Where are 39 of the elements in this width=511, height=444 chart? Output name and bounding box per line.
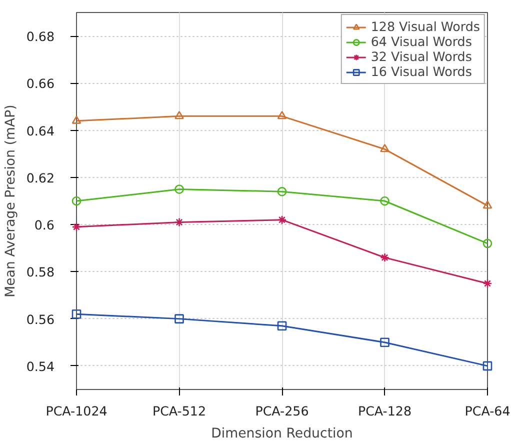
point (174, 218, 184, 227)
y-tick-label: 0.56 (26, 312, 55, 327)
x-tick-label: PCA-1024 (46, 404, 108, 418)
y-tick-label: 0.64 (26, 123, 55, 138)
y-tick-label: 0.66 (26, 76, 55, 92)
point (380, 196, 390, 206)
x-tick-label: PCA-512 (152, 404, 206, 418)
y-axis-title: Mean Average Presion (mAP) (3, 104, 18, 298)
point (72, 222, 82, 232)
x-tick-label: PCA-64 (464, 404, 510, 418)
point (380, 144, 390, 152)
y-tick-label: 0.6 (34, 218, 55, 233)
x-axis-title: Dimension Reduction (211, 426, 353, 442)
legend-label: 128 Visual Words (370, 19, 480, 34)
point (380, 338, 390, 348)
legend-label: 16 Visual Words (370, 64, 472, 79)
point (482, 361, 492, 371)
legend-label: 64 Visual Words (370, 34, 472, 49)
y-tick-label: 0.68 (26, 29, 55, 44)
point (277, 215, 287, 224)
point (174, 110, 184, 120)
x-tick-label: PCA-128 (358, 404, 412, 418)
point (277, 186, 287, 196)
point (277, 110, 287, 120)
legend-label: 32 Visual Words (370, 49, 472, 64)
point (72, 196, 82, 206)
x-tick-label: PCA-256 (255, 404, 309, 418)
point (482, 200, 492, 209)
point (482, 238, 492, 248)
point (174, 314, 184, 324)
y-tick-label: 0.58 (26, 264, 55, 280)
point (174, 184, 184, 194)
point (482, 278, 492, 288)
point (72, 309, 82, 319)
point (72, 116, 82, 124)
y-tick-label: 0.62 (26, 170, 55, 186)
y-tick-label: 0.54 (26, 358, 55, 374)
point (380, 252, 390, 262)
point (277, 321, 287, 331)
